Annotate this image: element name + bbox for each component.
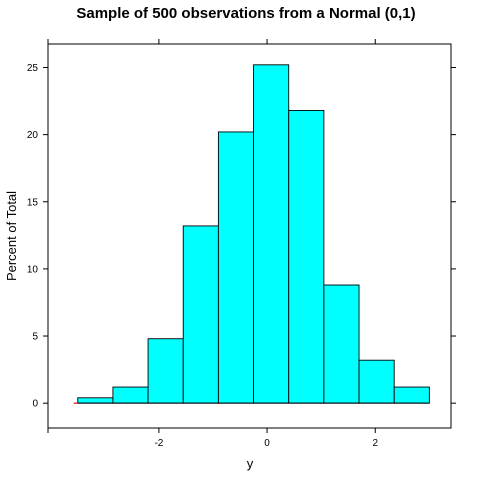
y-tick-label: 5 — [32, 332, 38, 343]
y-tick-label: 10 — [27, 264, 39, 275]
y-axis-label: Percent of Total — [4, 191, 19, 281]
histogram-bar — [393, 386, 430, 404]
y-tick-label: 20 — [27, 130, 39, 141]
plot-frame — [47, 43, 452, 429]
histogram-bar — [358, 359, 395, 404]
histogram-bar — [112, 386, 149, 404]
histogram-bar — [217, 131, 255, 404]
histogram-bar — [288, 110, 325, 404]
bars-layer — [77, 64, 430, 404]
histogram-bar — [253, 64, 290, 404]
histogram-bar — [323, 284, 360, 404]
x-tick-label: 0 — [264, 438, 270, 449]
histogram-bar — [147, 338, 184, 404]
y-tick-label: 15 — [27, 197, 39, 208]
chart-title: Sample of 500 observations from a Normal… — [76, 5, 415, 22]
histogram-bar — [182, 225, 219, 404]
x-tick-label: 2 — [372, 438, 378, 449]
x-tick-label: -2 — [154, 438, 163, 449]
x-axis-label: y — [247, 456, 254, 471]
histogram-bar — [77, 397, 114, 404]
y-tick-label: 25 — [27, 63, 39, 74]
y-tick-label: 0 — [32, 399, 38, 410]
